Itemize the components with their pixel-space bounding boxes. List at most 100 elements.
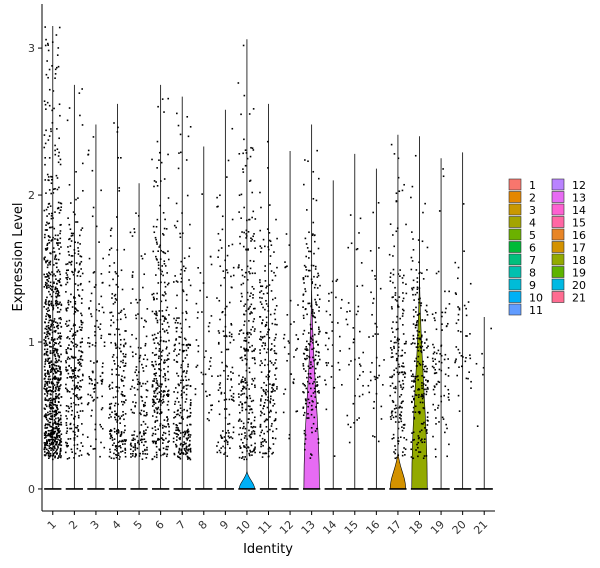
data-point xyxy=(402,451,404,453)
data-point xyxy=(182,265,185,268)
data-point xyxy=(226,176,228,178)
data-point xyxy=(457,330,460,332)
data-point xyxy=(155,377,158,380)
data-point xyxy=(401,454,404,457)
data-point xyxy=(95,438,97,441)
data-point xyxy=(272,390,274,392)
data-point xyxy=(174,403,176,405)
data-point xyxy=(57,389,60,392)
data-point xyxy=(243,138,245,141)
data-point xyxy=(57,423,60,425)
data-point xyxy=(58,137,60,140)
data-point xyxy=(122,379,124,382)
data-point xyxy=(160,273,162,275)
data-point xyxy=(49,260,52,263)
data-point xyxy=(53,273,55,275)
data-point xyxy=(162,274,164,277)
data-point xyxy=(140,409,143,412)
data-point xyxy=(180,327,183,330)
data-point xyxy=(123,345,125,348)
data-point xyxy=(448,399,450,401)
data-point xyxy=(359,217,362,220)
data-point xyxy=(50,329,52,331)
data-point xyxy=(188,255,190,258)
data-point xyxy=(100,425,103,428)
data-point xyxy=(252,235,254,238)
data-point xyxy=(45,318,47,320)
data-point xyxy=(153,185,155,188)
data-point xyxy=(272,383,275,385)
data-point xyxy=(96,319,98,322)
data-point xyxy=(57,291,60,294)
data-point xyxy=(304,443,306,445)
data-point xyxy=(186,439,189,441)
data-point xyxy=(422,211,424,214)
data-point xyxy=(357,378,359,380)
data-point xyxy=(60,246,62,248)
data-point xyxy=(305,243,308,245)
data-point xyxy=(173,224,176,227)
data-point xyxy=(143,444,145,447)
data-point xyxy=(222,330,225,333)
data-point xyxy=(124,364,127,367)
data-point xyxy=(175,360,178,363)
data-point xyxy=(412,338,415,340)
data-point xyxy=(164,361,166,364)
data-point xyxy=(52,458,54,461)
data-point xyxy=(57,420,60,423)
data-point xyxy=(397,304,399,307)
data-point xyxy=(59,417,62,420)
data-point xyxy=(74,394,77,397)
data-point xyxy=(217,205,219,208)
data-point xyxy=(285,265,287,268)
data-point xyxy=(152,365,155,368)
data-point xyxy=(225,432,228,434)
data-point xyxy=(238,194,241,197)
data-point xyxy=(69,330,71,332)
data-point xyxy=(159,363,161,365)
x-tick-label: 15 xyxy=(342,518,361,537)
data-point xyxy=(220,247,223,249)
data-point xyxy=(124,342,127,344)
data-point xyxy=(54,378,56,380)
data-point xyxy=(293,321,295,323)
data-point xyxy=(208,368,210,370)
data-point xyxy=(177,322,179,324)
data-point xyxy=(59,345,62,347)
data-point xyxy=(274,318,277,321)
data-point xyxy=(180,448,183,451)
data-point xyxy=(432,435,434,438)
data-point xyxy=(132,439,135,441)
data-point xyxy=(455,293,457,296)
data-point xyxy=(44,281,47,284)
data-point xyxy=(52,427,55,429)
data-point xyxy=(160,281,162,284)
data-point xyxy=(51,176,53,178)
data-point xyxy=(72,232,75,235)
data-point xyxy=(46,279,49,281)
data-point xyxy=(394,292,397,294)
data-point xyxy=(74,369,77,372)
data-point xyxy=(414,293,417,296)
data-point xyxy=(312,356,314,359)
data-point xyxy=(412,431,415,434)
data-point xyxy=(440,354,443,357)
data-point xyxy=(313,359,315,362)
data-point xyxy=(297,338,299,341)
data-point xyxy=(397,306,400,308)
data-point xyxy=(153,231,156,234)
data-point xyxy=(46,296,48,299)
data-point xyxy=(253,430,256,433)
data-point xyxy=(425,339,428,341)
data-point xyxy=(181,343,184,346)
data-point xyxy=(155,407,157,409)
data-point xyxy=(155,347,157,350)
data-point xyxy=(65,405,68,407)
data-point xyxy=(187,415,189,418)
data-point xyxy=(53,376,55,379)
data-point xyxy=(314,268,317,270)
data-point xyxy=(55,417,57,420)
data-point xyxy=(287,353,290,355)
data-point xyxy=(310,427,313,429)
data-point xyxy=(241,402,243,405)
